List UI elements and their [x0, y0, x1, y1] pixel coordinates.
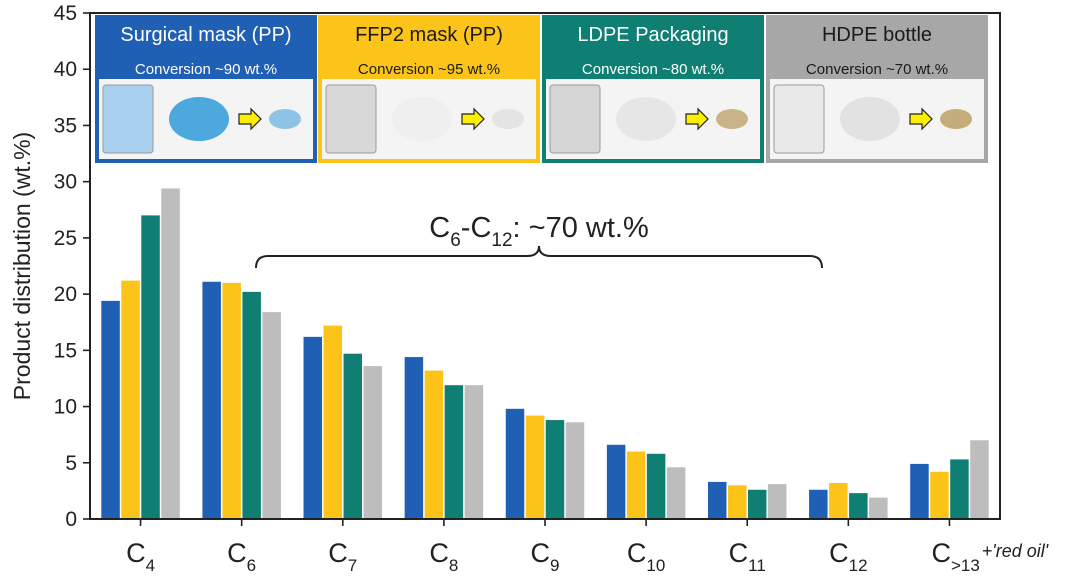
bar: [727, 485, 747, 519]
bar: [829, 483, 848, 519]
bar: [222, 282, 241, 519]
curly-brace: [255, 245, 823, 269]
bar: [141, 215, 160, 519]
bar: [424, 370, 444, 519]
panel-title: Surgical mask (PP): [120, 24, 291, 46]
c6-c12-annotation: C6-C12: ~70 wt.%: [255, 212, 823, 269]
bar: [404, 357, 424, 519]
pellet-image: [716, 109, 748, 129]
bar: [464, 385, 484, 519]
y-tick-label: 10: [54, 396, 77, 419]
bar: [910, 463, 929, 519]
bar: [161, 188, 180, 519]
x-tick-label: C10: [627, 538, 665, 575]
x-tick-label: C8: [429, 538, 458, 575]
bar: [565, 422, 585, 519]
bar: [869, 497, 888, 519]
raw-material-image: [549, 84, 601, 154]
shredded-material-image: [169, 97, 229, 141]
y-axis-label: Product distribution (wt.%): [9, 132, 35, 400]
bar: [363, 366, 383, 519]
shredded-material-image: [840, 97, 900, 141]
y-tick-label: 45: [54, 2, 77, 25]
panel-conversion: Conversion ~95 wt.%: [358, 61, 500, 78]
x-axis-labels: C4 C6 C7 C8 C9 C10 C11 C12 C>13+'red oil': [126, 538, 1049, 575]
bar: [809, 489, 828, 519]
x-tick-label: C11: [729, 538, 766, 575]
y-tick-label: 5: [65, 452, 77, 475]
raw-material-image: [102, 84, 154, 154]
bar: [303, 336, 323, 519]
annotation-label: C6-C12: ~70 wt.%: [429, 212, 649, 251]
bar: [767, 484, 787, 519]
plot-frame: [89, 12, 1001, 520]
pellet-image: [940, 109, 972, 129]
arrow-icon: [238, 107, 262, 131]
bar: [242, 291, 261, 519]
bar: [262, 312, 281, 519]
x-tick-label: C>13+'red oil': [931, 538, 1048, 575]
y-tick-label: 35: [54, 114, 77, 137]
bar-series: [101, 188, 989, 526]
y-tick-label: 25: [54, 227, 77, 250]
panel-title: FFP2 mask (PP): [355, 24, 503, 46]
arrow-icon: [685, 107, 709, 131]
material-panel: FFP2 mask (PP) Conversion ~95 wt.%: [318, 15, 540, 163]
pellet-image: [492, 109, 524, 129]
panel-conversion: Conversion ~90 wt.%: [135, 61, 277, 78]
bar: [849, 493, 868, 519]
x-tick-label: C7: [328, 538, 357, 575]
shredded-material-image: [616, 97, 676, 141]
y-axis-ticks: 0 5 10 15 20 25 30 35 40 45: [54, 2, 90, 531]
bar: [970, 440, 989, 519]
bar: [707, 481, 727, 519]
pellet-image: [269, 109, 301, 129]
legend-panels: Surgical mask (PP) Conversion ~90 wt.% FFP…: [95, 15, 988, 163]
y-tick-label: 15: [54, 339, 77, 362]
bar: [323, 325, 343, 519]
material-panel: LDPE Packaging Conversion ~80 wt.%: [542, 15, 764, 163]
bar: [121, 280, 140, 519]
panel-title: LDPE Packaging: [577, 24, 728, 46]
panel-conversion: Conversion ~70 wt.%: [806, 61, 948, 78]
material-panel: HDPE bottle Conversion ~70 wt.%: [766, 15, 988, 163]
x-tick-label: C6: [227, 538, 256, 575]
material-panel: Surgical mask (PP) Conversion ~90 wt.%: [95, 15, 317, 163]
arrow-icon: [909, 107, 933, 131]
bar: [101, 300, 120, 519]
shredded-material-image: [392, 97, 452, 141]
bar: [646, 453, 666, 519]
bar: [525, 415, 545, 519]
bar: [666, 467, 686, 519]
bar: [545, 420, 565, 519]
bar: [747, 489, 767, 519]
bar: [444, 385, 464, 519]
arrow-icon: [461, 107, 485, 131]
panel-conversion: Conversion ~80 wt.%: [582, 61, 724, 78]
x-tick-label: C12: [829, 538, 867, 575]
bar: [930, 471, 949, 519]
raw-material-image: [325, 84, 377, 154]
x-tick-label: C4: [126, 538, 155, 575]
bar: [950, 459, 969, 519]
panel-title: HDPE bottle: [822, 24, 932, 46]
x-tick-label: C9: [531, 538, 560, 575]
bar: [606, 444, 626, 519]
y-tick-label: 40: [54, 58, 77, 81]
bar: [505, 408, 525, 519]
y-tick-label: 20: [54, 283, 77, 306]
bar: [202, 281, 221, 519]
y-tick-label: 30: [54, 171, 77, 194]
y-tick-label: 0: [65, 508, 77, 531]
bar: [343, 353, 363, 519]
bar: [626, 451, 646, 519]
raw-material-image: [773, 84, 825, 154]
